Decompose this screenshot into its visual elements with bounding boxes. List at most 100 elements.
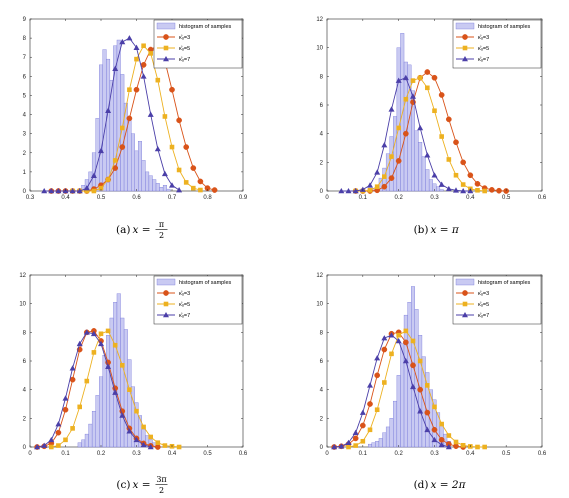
data-point [374, 169, 381, 175]
data-point [154, 444, 161, 450]
data-point [496, 187, 502, 194]
data-point [445, 116, 452, 123]
data-point [105, 177, 111, 182]
axis-ticks: 0.3 0.4 0.5 0.6 0.7 0.8 0.9 0 1 2 3 4 5 6 7 8 9 [23, 17, 248, 201]
subplot-a: 0.3 0.4 0.5 0.6 0.7 0.8 0.9 0 1 2 3 4 5 6 7 8 9 histogram… [23, 17, 248, 240]
legend-swatch-marker [163, 34, 169, 40]
histogram-bar [159, 187, 164, 192]
histogram-bar [95, 395, 100, 448]
x-tick-label: 0 [325, 451, 329, 457]
caption-fraction-numerator: 3π [156, 475, 166, 484]
data-point [98, 185, 104, 191]
histogram-bar [99, 376, 103, 448]
histogram-bar [127, 359, 132, 448]
data-point [190, 165, 197, 171]
data-point [475, 187, 480, 193]
legend-swatch-marker [163, 301, 169, 307]
caption-fraction-numerator: π [159, 220, 164, 229]
caption-math: x = 2π [431, 479, 467, 491]
data-point [460, 188, 467, 194]
data-point [431, 74, 438, 81]
histogram-bar [120, 317, 125, 448]
data-point [112, 158, 118, 163]
histogram-bar [138, 141, 142, 192]
data-point [83, 185, 90, 191]
data-point [367, 427, 373, 433]
data-point [460, 159, 467, 166]
data-point [381, 183, 388, 190]
data-point [155, 77, 161, 83]
data-point [352, 435, 359, 442]
data-point [148, 434, 153, 440]
x-tick-label: 0.6 [538, 451, 547, 457]
data-point [438, 436, 445, 443]
legend-label: κ̂ᵤ=7 [478, 313, 489, 319]
caption-math: x = [133, 479, 151, 491]
subplot-d: 0 0.1 0.2 0.3 0.4 0.5 0.6 0 2 4 6 8 10 12 histogram of… [316, 273, 547, 491]
histogram-bar [95, 118, 100, 192]
y-tick-label: 2 [23, 416, 27, 422]
histogram-bar [99, 64, 103, 192]
data-point [69, 188, 76, 194]
data-point [425, 85, 430, 91]
data-point [70, 426, 75, 431]
data-point [438, 92, 445, 98]
histogram-bar [84, 433, 89, 448]
y-tick-label: 0 [23, 445, 27, 451]
legend-swatch-marker [462, 45, 468, 51]
y-tick-label: 2 [320, 160, 324, 166]
histogram-bar [382, 432, 387, 448]
histogram-bar [152, 179, 157, 192]
data-point [431, 436, 438, 443]
data-point [133, 44, 140, 50]
data-point [148, 51, 153, 56]
histogram-bar [148, 175, 153, 192]
x-tick-label: 0 [325, 195, 329, 201]
histogram-bar [414, 130, 419, 192]
data-point [417, 358, 423, 364]
data-point [48, 436, 55, 443]
y-tick-label: 9 [23, 17, 27, 23]
data-point [410, 362, 416, 369]
data-point [133, 436, 140, 443]
data-point [388, 106, 395, 112]
data-point [69, 365, 76, 371]
y-tick-label: 0 [320, 445, 324, 451]
data-point [396, 332, 401, 338]
data-point [105, 107, 112, 114]
data-point [55, 429, 62, 436]
histogram-bar [113, 302, 118, 448]
data-point [162, 114, 168, 119]
data-point [84, 188, 90, 194]
data-point [360, 438, 366, 444]
legend-label: histogram of samples [179, 280, 232, 286]
histogram-bar [421, 156, 426, 192]
data-point [105, 363, 112, 370]
histogram-bar [375, 441, 380, 448]
data-point [453, 439, 459, 445]
x-tick-label: 0.3 [132, 451, 141, 457]
legend-swatch-histogram [156, 22, 176, 30]
data-point [381, 346, 388, 353]
data-point [482, 444, 487, 450]
subplot-b: 0 0.1 0.2 0.3 0.4 0.5 0.6 0 2 4 6 8 10 12 histogram of… [316, 17, 547, 236]
histogram-bar [371, 442, 376, 448]
data-point [353, 443, 358, 448]
histogram-bar [106, 335, 111, 448]
x-tick-label: 0.9 [239, 195, 248, 201]
x-tick-label: 0.4 [466, 195, 475, 201]
data-point [410, 338, 416, 344]
caption-label: (a) [116, 224, 130, 236]
histogram-bar [428, 179, 433, 192]
data-point [424, 152, 431, 158]
histogram-bar [91, 410, 96, 448]
histogram-bars [81, 39, 171, 192]
data-point [432, 108, 437, 114]
data-point [424, 69, 431, 75]
data-point [126, 428, 133, 434]
data-point [84, 378, 90, 384]
data-point [402, 130, 409, 137]
histogram-bar [378, 438, 383, 448]
data-point [431, 426, 438, 433]
x-tick-label: 0.5 [502, 451, 511, 457]
